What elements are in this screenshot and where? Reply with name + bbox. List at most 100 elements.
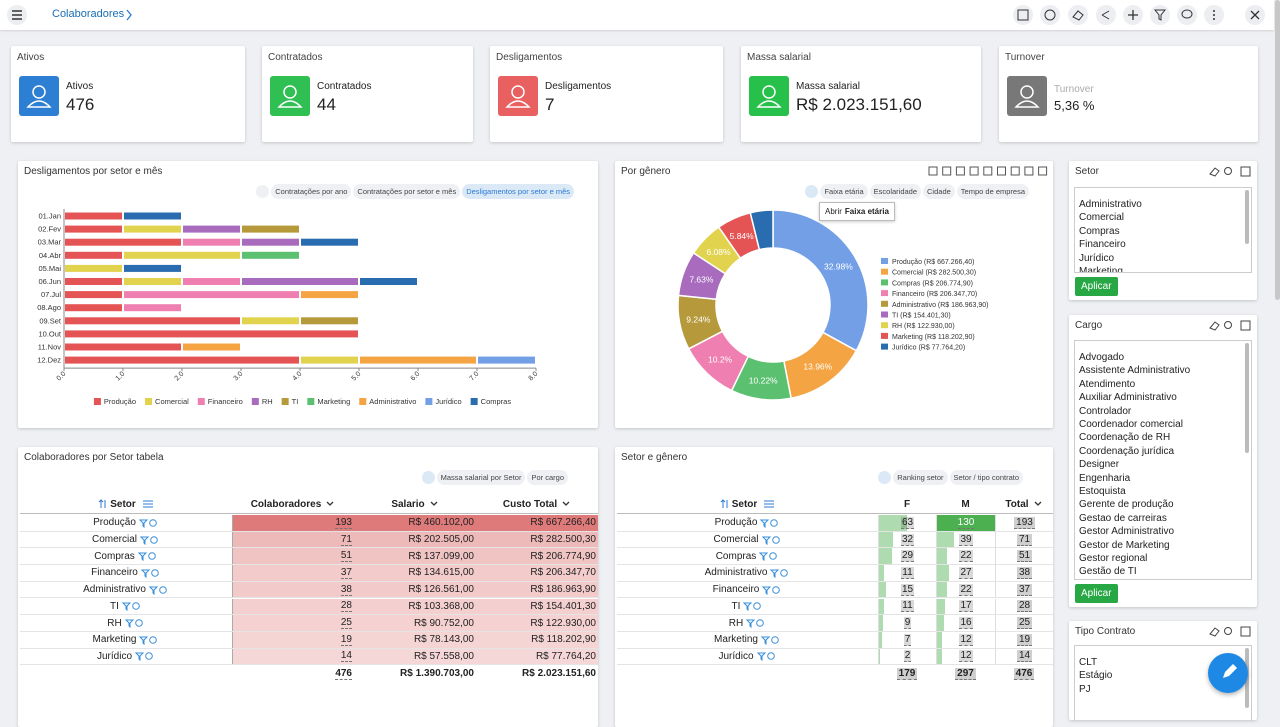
toolbar-icon[interactable] [1024, 166, 1034, 176]
drilldown-button[interactable]: Desligamentos por setor e mês [462, 184, 574, 199]
drilldown-button[interactable]: Contratações por ano [271, 184, 352, 199]
collapse-icon[interactable] [1240, 320, 1251, 331]
apply-button[interactable]: Aplicar [1075, 277, 1118, 296]
filter-option[interactable]: Engenharia [1079, 472, 1131, 484]
eraser-icon[interactable] [1209, 627, 1220, 637]
filter-option[interactable]: Coordenação de RH [1079, 432, 1171, 444]
drilldown-button[interactable]: Ranking setor [893, 470, 948, 485]
home-button[interactable] [878, 471, 892, 484]
sort-icon[interactable] [561, 500, 571, 508]
filter-option[interactable]: PJ [1079, 683, 1091, 695]
row-actions[interactable] [743, 601, 763, 612]
column-header[interactable]: Setor [617, 495, 878, 513]
filter-option[interactable]: Gestor Administrativo [1079, 526, 1175, 538]
eraser-icon[interactable] [1209, 167, 1220, 177]
fab-edit-button[interactable] [1208, 653, 1248, 693]
toolbar-icon[interactable] [983, 166, 993, 176]
row-actions[interactable] [138, 518, 159, 528]
row-actions[interactable] [135, 651, 155, 662]
close-button[interactable] [1245, 5, 1265, 25]
filter-option[interactable]: Gestor regional [1079, 553, 1148, 564]
row-actions[interactable] [124, 618, 145, 629]
filter-option[interactable]: Gestao de carreiras [1079, 512, 1167, 524]
collapse-icon[interactable] [1240, 166, 1251, 177]
filter-option[interactable]: CLT [1079, 657, 1098, 668]
filter-option[interactable]: Estoquista [1079, 486, 1126, 497]
column-header[interactable]: Setor [20, 495, 232, 513]
row-actions[interactable] [140, 568, 161, 578]
home-button[interactable] [256, 185, 270, 198]
column-header[interactable]: Custo Total [476, 495, 598, 513]
drilldown-button[interactable]: Por cargo [527, 470, 568, 485]
filter-option[interactable]: Jurídico [1079, 252, 1115, 264]
filter-option[interactable]: Coordenador comercial [1079, 419, 1183, 430]
filter-option[interactable]: Advogado [1079, 352, 1125, 363]
drilldown-button[interactable]: Escolaridade [869, 184, 922, 199]
row-actions[interactable] [759, 551, 779, 562]
toolbar-icon[interactable] [955, 166, 965, 176]
sort-icon[interactable] [429, 500, 439, 508]
drilldown-button[interactable]: Setor / tipo contrato [949, 470, 1023, 485]
row-actions[interactable] [148, 585, 169, 595]
drilldown-button[interactable]: Faixa etária [820, 184, 868, 199]
column-header[interactable]: Salario [354, 495, 476, 513]
filter-option[interactable]: Gerente de produção [1079, 499, 1174, 511]
apply-button[interactable]: Aplicar [1075, 584, 1118, 603]
drilldown-button[interactable]: Tempo de empresa [956, 184, 1029, 199]
collapse-icon[interactable] [1240, 626, 1251, 637]
column-header[interactable]: Colaboradores [232, 495, 354, 513]
row-actions[interactable] [770, 568, 790, 578]
filter-option[interactable]: Assistente Administrativo [1079, 365, 1191, 377]
search-icon[interactable] [1224, 627, 1232, 635]
filter-option[interactable]: Compras [1079, 225, 1120, 237]
toolbar-icon[interactable] [1038, 166, 1048, 176]
row-actions[interactable] [121, 601, 142, 612]
home-button[interactable] [421, 471, 435, 484]
column-header[interactable]: M [936, 495, 995, 513]
filter-option[interactable]: Coordenação jurídica [1079, 445, 1175, 457]
filter-button[interactable] [1150, 5, 1170, 25]
filter-option[interactable]: Controlador [1079, 405, 1132, 417]
drilldown-button[interactable]: Contratações por setor e mês [353, 184, 461, 199]
eraser-button[interactable] [1068, 5, 1088, 25]
row-actions[interactable] [760, 635, 781, 645]
row-actions[interactable] [760, 518, 780, 528]
filter-option[interactable]: Estágio [1079, 670, 1113, 682]
edit-button[interactable] [1013, 5, 1033, 25]
column-header[interactable]: Total [995, 495, 1053, 513]
home-button[interactable] [805, 185, 819, 198]
sort-icon[interactable] [1033, 500, 1043, 508]
toolbar-icon[interactable] [969, 166, 979, 176]
toolbar-icon[interactable] [997, 166, 1006, 176]
filter-option[interactable]: Designer [1079, 459, 1120, 471]
filter-option[interactable]: Atendimento [1079, 378, 1136, 390]
filter-option[interactable]: Financeiro [1079, 239, 1126, 251]
breadcrumb[interactable]: Colaboradores [52, 8, 125, 20]
search-icon[interactable] [1224, 167, 1232, 175]
row-actions[interactable] [761, 535, 782, 545]
column-header[interactable]: F [878, 495, 936, 513]
drilldown-button[interactable]: Cidade [923, 184, 955, 199]
row-actions[interactable] [140, 535, 160, 545]
refresh-button[interactable] [1040, 5, 1060, 25]
row-actions[interactable] [139, 635, 159, 645]
filter-option[interactable]: Gestor de Marketing [1079, 539, 1170, 551]
drilldown-button[interactable]: Massa salarial por Setor [436, 470, 526, 485]
row-actions[interactable] [137, 551, 158, 562]
share-button[interactable] [1096, 5, 1116, 25]
add-button[interactable] [1123, 5, 1143, 25]
toolbar-icon[interactable] [928, 166, 938, 176]
comments-button[interactable] [1177, 5, 1197, 25]
filter-option[interactable]: Marketing [1079, 266, 1123, 273]
sort-icon[interactable] [325, 500, 335, 508]
more-button[interactable] [1204, 5, 1224, 25]
toolbar-icon[interactable] [942, 166, 952, 176]
row-actions[interactable] [746, 618, 766, 629]
search-icon[interactable] [1224, 321, 1232, 329]
row-actions[interactable] [756, 651, 777, 662]
filter-option[interactable]: Administrativo [1079, 199, 1142, 210]
filter-option[interactable]: Comercial [1079, 212, 1125, 224]
filter-option[interactable]: Gestão de TI [1079, 566, 1137, 578]
row-actions[interactable] [762, 585, 782, 595]
menu-button[interactable] [7, 5, 27, 25]
